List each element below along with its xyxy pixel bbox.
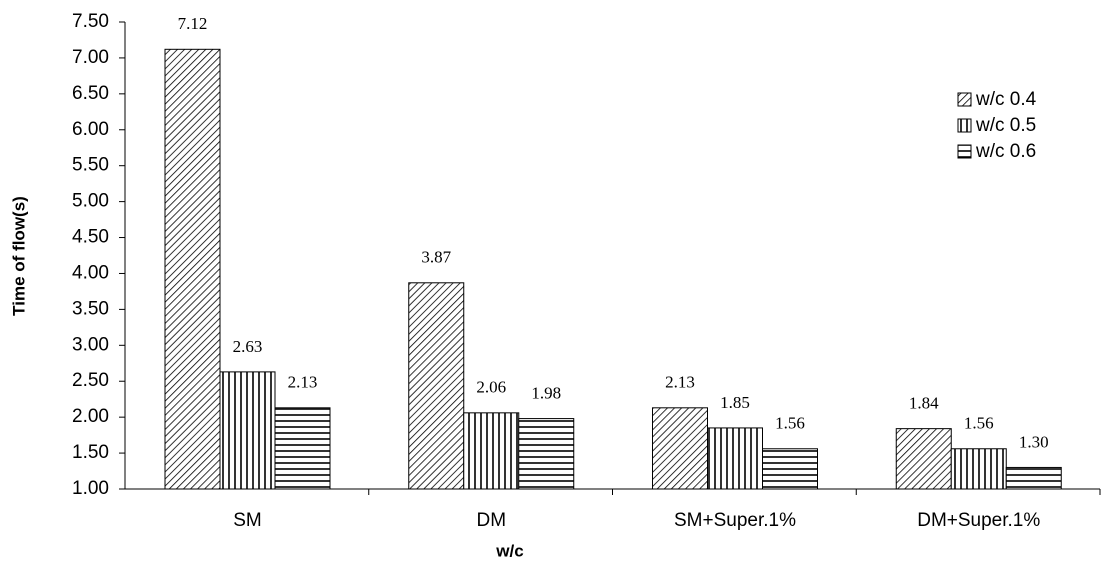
bar bbox=[463, 412, 520, 490]
legend-swatch bbox=[957, 118, 972, 133]
legend-label: w/c 0.4 bbox=[975, 89, 1037, 110]
value-label: 1.84 bbox=[909, 394, 939, 413]
bar bbox=[1005, 466, 1062, 490]
y-tick-label: 4.50 bbox=[72, 227, 109, 248]
value-label: 7.12 bbox=[178, 14, 208, 33]
value-label: 1.30 bbox=[1019, 432, 1049, 451]
y-tick-label: 1.50 bbox=[72, 442, 109, 463]
x-tick-label: DM+Super.1% bbox=[917, 510, 1040, 531]
value-label: 1.56 bbox=[964, 414, 994, 433]
x-tick-label: SM bbox=[233, 510, 262, 531]
bar bbox=[652, 407, 708, 490]
value-label: 1.85 bbox=[720, 393, 750, 412]
y-tick-label: 7.50 bbox=[72, 11, 109, 32]
y-tick-label: 5.50 bbox=[72, 155, 109, 176]
value-label: 2.63 bbox=[233, 337, 263, 356]
legend-swatch bbox=[957, 92, 972, 107]
legend-label: w/c 0.5 bbox=[975, 115, 1036, 136]
legend-swatch bbox=[957, 144, 972, 159]
bar bbox=[895, 428, 952, 490]
y-tick-label: 3.50 bbox=[72, 298, 109, 319]
y-tick-label: 2.50 bbox=[72, 370, 109, 391]
y-tick-label: 6.50 bbox=[72, 83, 109, 104]
y-tick-label: 1.00 bbox=[72, 478, 109, 499]
bar bbox=[950, 448, 1007, 490]
value-label: 2.13 bbox=[288, 373, 318, 392]
value-label: 2.06 bbox=[476, 378, 506, 397]
x-tick-label: SM+Super.1% bbox=[674, 510, 796, 531]
value-label: 1.98 bbox=[531, 383, 561, 402]
y-tick-label: 2.00 bbox=[72, 406, 109, 427]
value-label: 1.56 bbox=[775, 414, 805, 433]
legend-label: w/c 0.6 bbox=[975, 141, 1036, 162]
bar bbox=[164, 48, 221, 490]
bar bbox=[408, 282, 465, 490]
value-label: 3.87 bbox=[421, 248, 451, 267]
y-axis-label: Time of flow(s) bbox=[9, 196, 28, 316]
value-label: 2.13 bbox=[665, 373, 695, 392]
y-tick-label: 7.00 bbox=[72, 47, 109, 68]
x-tick-label: DM bbox=[476, 510, 506, 531]
y-tick-label: 5.00 bbox=[72, 191, 109, 212]
x-axis-label: w/c bbox=[495, 541, 523, 560]
bar bbox=[707, 427, 763, 490]
y-tick-label: 6.00 bbox=[72, 119, 109, 140]
bar bbox=[762, 448, 818, 490]
y-tick-label: 3.00 bbox=[72, 334, 109, 355]
bar bbox=[518, 418, 575, 490]
y-tick-label: 4.00 bbox=[72, 262, 109, 283]
bar bbox=[274, 407, 331, 490]
bar bbox=[219, 371, 276, 490]
